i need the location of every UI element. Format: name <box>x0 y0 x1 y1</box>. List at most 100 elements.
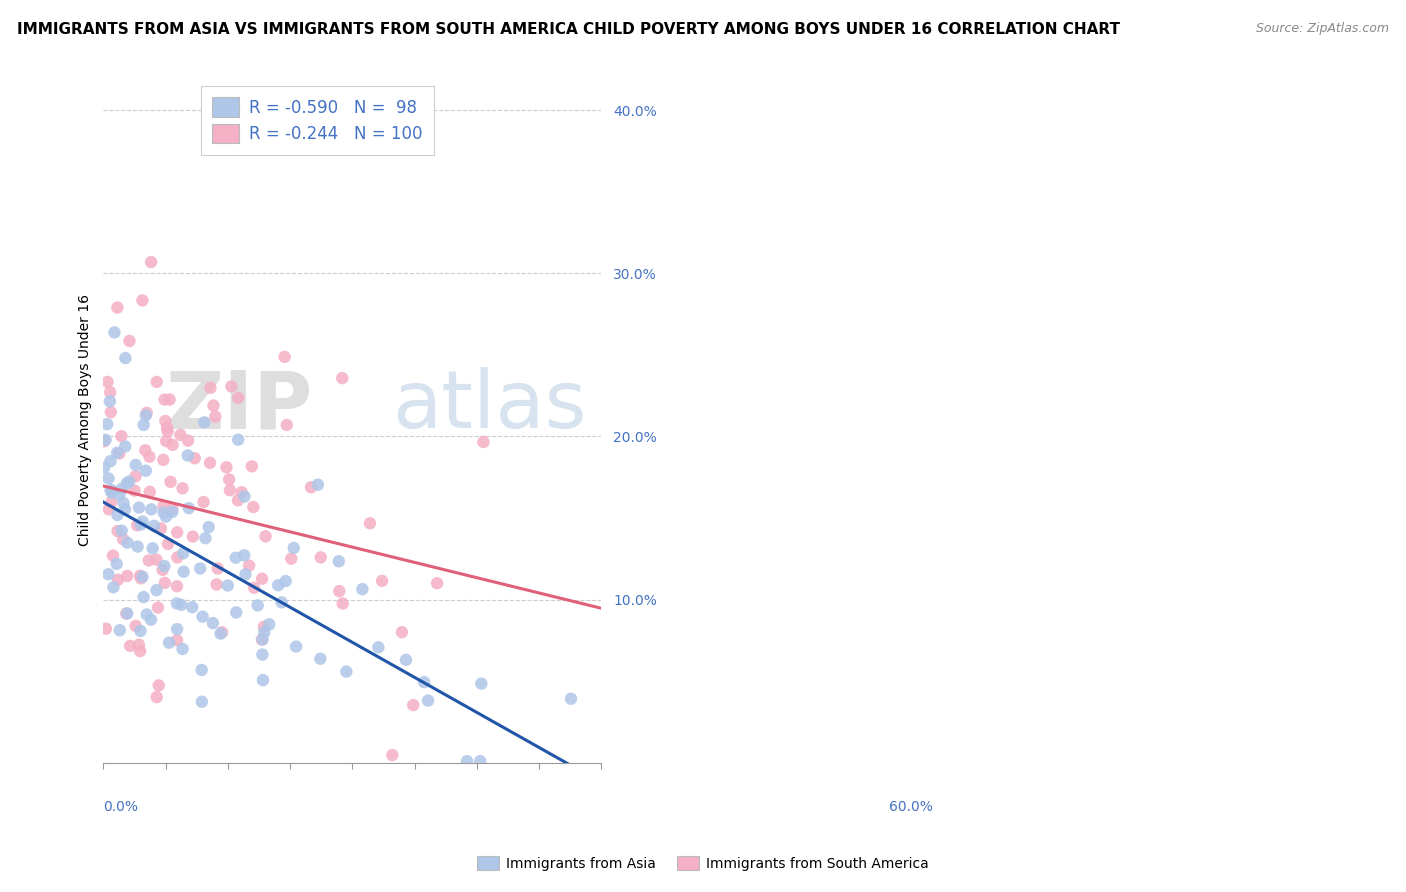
Point <box>172 481 194 495</box>
Point <box>231 485 253 500</box>
Point <box>472 434 495 449</box>
Point <box>172 642 194 657</box>
Point <box>391 625 413 640</box>
Point <box>184 451 207 466</box>
Point <box>124 483 146 498</box>
Point <box>146 600 169 615</box>
Point <box>335 665 357 679</box>
Point <box>173 565 195 579</box>
Point <box>402 698 425 712</box>
Point <box>470 676 492 690</box>
Point <box>101 549 124 563</box>
Point <box>200 381 222 395</box>
Point <box>162 438 184 452</box>
Point <box>238 558 260 573</box>
Point <box>177 434 200 448</box>
Point <box>166 579 188 593</box>
Point <box>153 392 176 407</box>
Point <box>381 747 404 762</box>
Text: 60.0%: 60.0% <box>890 800 934 814</box>
Point <box>138 450 160 464</box>
Point <box>177 501 200 516</box>
Point <box>134 443 156 458</box>
Point <box>110 429 132 443</box>
Point <box>138 553 160 567</box>
Point <box>135 406 157 420</box>
Point <box>107 573 129 587</box>
Point <box>107 524 129 538</box>
Point <box>205 577 228 591</box>
Point <box>416 693 439 707</box>
Point <box>145 552 167 566</box>
Point <box>250 572 273 586</box>
Point <box>181 530 204 544</box>
Point <box>285 640 308 654</box>
Text: 0.0%: 0.0% <box>104 800 138 814</box>
Point <box>307 477 329 491</box>
Point <box>252 648 274 662</box>
Point <box>153 575 176 590</box>
Point <box>143 518 166 533</box>
Point <box>112 533 135 547</box>
Point <box>139 255 162 269</box>
Point <box>225 606 247 620</box>
Point <box>152 499 174 513</box>
Point <box>115 476 138 491</box>
Point <box>188 561 211 575</box>
Point <box>105 557 128 571</box>
Point <box>226 493 249 508</box>
Point <box>117 607 139 621</box>
Point <box>128 500 150 515</box>
Point <box>120 639 142 653</box>
Point <box>259 617 281 632</box>
Point <box>197 520 219 534</box>
Point <box>172 546 194 560</box>
Point <box>118 334 141 348</box>
Point <box>217 578 239 592</box>
Point <box>129 517 152 532</box>
Point <box>246 599 269 613</box>
Point <box>198 456 221 470</box>
Point <box>309 651 332 665</box>
Point <box>233 490 256 504</box>
Point <box>253 620 276 634</box>
Point <box>470 754 492 768</box>
Point <box>190 663 212 677</box>
Point <box>117 569 139 583</box>
Point <box>127 518 149 533</box>
Point <box>166 525 188 540</box>
Point <box>240 459 263 474</box>
Point <box>166 622 188 636</box>
Point <box>155 509 177 524</box>
Point <box>142 541 165 556</box>
Point <box>191 609 214 624</box>
Point <box>157 636 180 650</box>
Point <box>162 502 184 516</box>
Point <box>107 508 129 522</box>
Point <box>456 754 478 768</box>
Point <box>100 405 122 419</box>
Point <box>94 622 117 636</box>
Point <box>152 453 174 467</box>
Point <box>135 607 157 622</box>
Point <box>270 595 292 609</box>
Point <box>114 351 136 365</box>
Point <box>218 473 240 487</box>
Point <box>252 673 274 687</box>
Point <box>155 434 177 448</box>
Point <box>215 460 238 475</box>
Point <box>159 392 181 407</box>
Point <box>149 521 172 535</box>
Point <box>129 644 152 658</box>
Point <box>193 495 215 509</box>
Point <box>560 691 582 706</box>
Point <box>166 596 188 610</box>
Point <box>235 567 257 582</box>
Text: Source: ZipAtlas.com: Source: ZipAtlas.com <box>1256 22 1389 36</box>
Point <box>100 483 122 498</box>
Point <box>97 502 120 516</box>
Point <box>413 675 436 690</box>
Point <box>98 394 121 409</box>
Point <box>139 484 162 499</box>
Text: ZIP: ZIP <box>166 368 312 445</box>
